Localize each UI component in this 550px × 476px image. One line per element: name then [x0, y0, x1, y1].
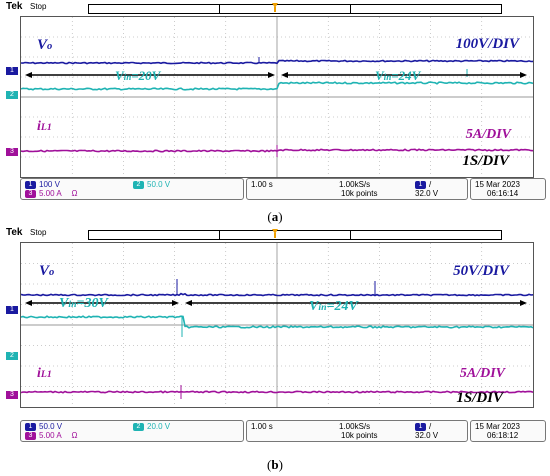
brand-logo: Tek	[6, 227, 23, 238]
voltage-scale-label: 50V/DIV	[453, 263, 509, 279]
ch2-ground-marker[interactable]: 2	[6, 91, 18, 99]
record-length: 10k points	[341, 431, 378, 440]
datetime-box: 15 Mar 2023 06:18:12	[470, 420, 546, 442]
datetime-box: 15 Mar 2023 06:16:14	[470, 178, 546, 200]
vin-interval-arrow-left-head-left	[25, 300, 32, 306]
vin-interval-arrow-right-head-right	[520, 300, 527, 306]
ch2-setting: 2 20.0 V	[133, 422, 170, 431]
vo-trace	[21, 292, 533, 297]
date: 15 Mar 2023	[475, 180, 520, 189]
trigger-slope-icon: /	[429, 422, 432, 431]
time-scale-label: 1S/DIV	[456, 390, 503, 406]
ch1-ground-marker[interactable]: 1	[6, 67, 18, 75]
vo-label: Vo	[39, 263, 55, 279]
record-overview-bar[interactable]	[88, 4, 502, 14]
voltage-scale-label: 100V/DIV	[455, 36, 519, 52]
trigger-position-icon[interactable]	[272, 229, 278, 238]
horizontal-settings-box[interactable]: 1.00 s 1.00kS/s 10k points 1/ 32.0 V	[246, 420, 468, 442]
current-scale-label: 5A/DIV	[459, 366, 505, 381]
waveform-display[interactable]: Vo 100V/DIV Vin=20V Vin=24V iL1 5A/DIV 1…	[20, 16, 534, 178]
record-view-window[interactable]	[219, 231, 351, 239]
timebase: 1.00 s	[251, 422, 273, 431]
sample-rate: 1.00kS/s	[339, 180, 371, 189]
waveform-graticule	[21, 243, 533, 407]
vin-trace	[21, 81, 533, 91]
waveform-graticule	[21, 17, 533, 177]
trigger-setting: 1/	[415, 180, 431, 189]
trigger-level: 32.0 V	[415, 189, 439, 198]
record-view-window[interactable]	[219, 5, 351, 13]
acquisition-state: Stop	[30, 228, 47, 237]
vin-left-label: Vin=20V	[115, 68, 161, 83]
ch3-setting: 3 5.00 A Ω	[25, 189, 77, 198]
trigger-slope-icon: /	[429, 180, 432, 189]
trigger-setting: 1/	[415, 422, 431, 431]
vo-label: Vo	[37, 37, 53, 53]
vo-trace	[21, 59, 533, 65]
caption-b: (b)	[267, 457, 283, 472]
il1-label: iL1	[37, 366, 52, 381]
vin-interval-arrow-right-head-left	[185, 300, 192, 306]
record-overview-bar[interactable]	[88, 230, 502, 240]
date: 15 Mar 2023	[475, 422, 520, 431]
vin-interval-arrow-left-head-left	[25, 72, 32, 78]
status-bar: 1 50.0 V 2 20.0 V 3 5.00 A Ω 1.00 s 1.00kS/…	[20, 420, 546, 442]
acquisition-state: Stop	[30, 2, 47, 11]
current-scale-label: 5A/DIV	[465, 127, 511, 142]
vin-left-label: Vin=30V	[59, 296, 108, 311]
time: 06:18:12	[487, 431, 519, 440]
scope-panel-a: Tek Stop Vo 100V/DIV Vin=20V Vin=24V iL1…	[6, 0, 546, 214]
status-bar: 1 100 V 2 50.0 V 3 5.00 A Ω 1.00 s 1.00kS/s…	[20, 178, 546, 200]
scope-topbar: Tek Stop	[6, 0, 544, 14]
channel-settings-box[interactable]: 1 50.0 V 2 20.0 V 3 5.00 A Ω	[20, 420, 244, 442]
bandwidth-limit-icon: Ω	[71, 431, 78, 440]
timebase: 1.00 s	[251, 180, 273, 189]
record-length: 10k points	[341, 189, 378, 198]
scope-topbar: Tek Stop	[6, 226, 544, 240]
trigger-level: 32.0 V	[415, 431, 439, 440]
brand-logo: Tek	[6, 1, 23, 12]
vin-interval-arrow-right-head-left	[281, 72, 288, 78]
il1-label: iL1	[37, 119, 52, 134]
channel-settings-box[interactable]: 1 100 V 2 50.0 V 3 5.00 A Ω	[20, 178, 244, 200]
caption-a: (a)	[267, 209, 283, 224]
ch3-setting: 3 5.00 A Ω	[25, 431, 77, 440]
time: 06:16:14	[487, 189, 519, 198]
time-scale-label: 1S/DIV	[462, 153, 509, 169]
waveform-display[interactable]: Vo 50V/DIV Vin=30V Vin=24V iL1 5A/DIV 1S…	[20, 242, 534, 408]
vin-trace	[21, 315, 533, 329]
ch1-ground-marker[interactable]: 1	[6, 306, 18, 314]
vin-right-label: Vin=24V	[309, 299, 358, 314]
ch2-ground-marker[interactable]: 2	[6, 352, 18, 360]
scope-panel-b: Tek Stop Vo 50V/DIV Vin=30V Vin=24V iL1 …	[6, 226, 546, 444]
il1-trace	[21, 390, 533, 394]
vin-right-label: Vin=24V	[375, 68, 421, 83]
ch1-setting: 1 50.0 V	[25, 422, 62, 431]
ch2-setting: 2 50.0 V	[133, 180, 170, 189]
vin-interval-arrow-left-head-right	[172, 300, 179, 306]
trigger-position-icon[interactable]	[272, 3, 278, 12]
bandwidth-limit-icon: Ω	[71, 189, 78, 198]
horizontal-settings-box[interactable]: 1.00 s 1.00kS/s 10k points 1/ 32.0 V	[246, 178, 468, 200]
ch3-ground-marker[interactable]: 3	[6, 148, 18, 156]
ch1-setting: 1 100 V	[25, 180, 60, 189]
sample-rate: 1.00kS/s	[339, 422, 371, 431]
vin-interval-arrow-right-head-right	[520, 72, 527, 78]
ch3-ground-marker[interactable]: 3	[6, 391, 18, 399]
vin-interval-arrow-left-head-right	[268, 72, 275, 78]
